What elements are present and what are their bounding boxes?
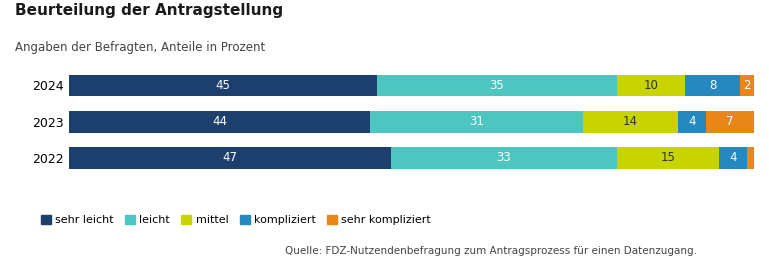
Text: 45: 45 (216, 79, 231, 92)
Text: 35: 35 (490, 79, 504, 92)
Bar (583, 111, 678, 133)
Text: 10: 10 (644, 79, 658, 92)
Bar (69, 111, 371, 133)
Bar (740, 75, 754, 96)
Bar (617, 75, 685, 96)
Bar (747, 147, 754, 169)
Bar (69, 147, 391, 169)
Bar (391, 147, 617, 169)
Text: 4: 4 (688, 115, 696, 128)
Text: 4: 4 (729, 152, 737, 164)
Text: Angaben der Befragten, Anteile in Prozent: Angaben der Befragten, Anteile in Prozen… (15, 41, 265, 54)
Text: 8: 8 (709, 79, 716, 92)
Text: 44: 44 (212, 115, 228, 128)
Legend: sehr leicht, leicht, mittel, kompliziert, sehr kompliziert: sehr leicht, leicht, mittel, kompliziert… (36, 210, 435, 230)
Text: 15: 15 (661, 152, 675, 164)
Text: Beurteilung der Antragstellung: Beurteilung der Antragstellung (15, 3, 284, 18)
Text: 2: 2 (743, 79, 751, 92)
Bar (678, 111, 706, 133)
Bar (371, 111, 583, 133)
Bar (706, 111, 754, 133)
Bar (685, 75, 740, 96)
Text: 31: 31 (469, 115, 484, 128)
Bar (720, 147, 747, 169)
Bar (617, 147, 720, 169)
Text: Quelle: FDZ-Nutzendenbefragung zum Antragsprozess für einen Datenzugang.: Quelle: FDZ-Nutzendenbefragung zum Antra… (285, 246, 697, 256)
Text: 7: 7 (726, 115, 734, 128)
Text: 47: 47 (222, 152, 238, 164)
Bar (377, 75, 617, 96)
Text: 33: 33 (497, 152, 511, 164)
Bar (69, 75, 377, 96)
Text: 14: 14 (623, 115, 638, 128)
